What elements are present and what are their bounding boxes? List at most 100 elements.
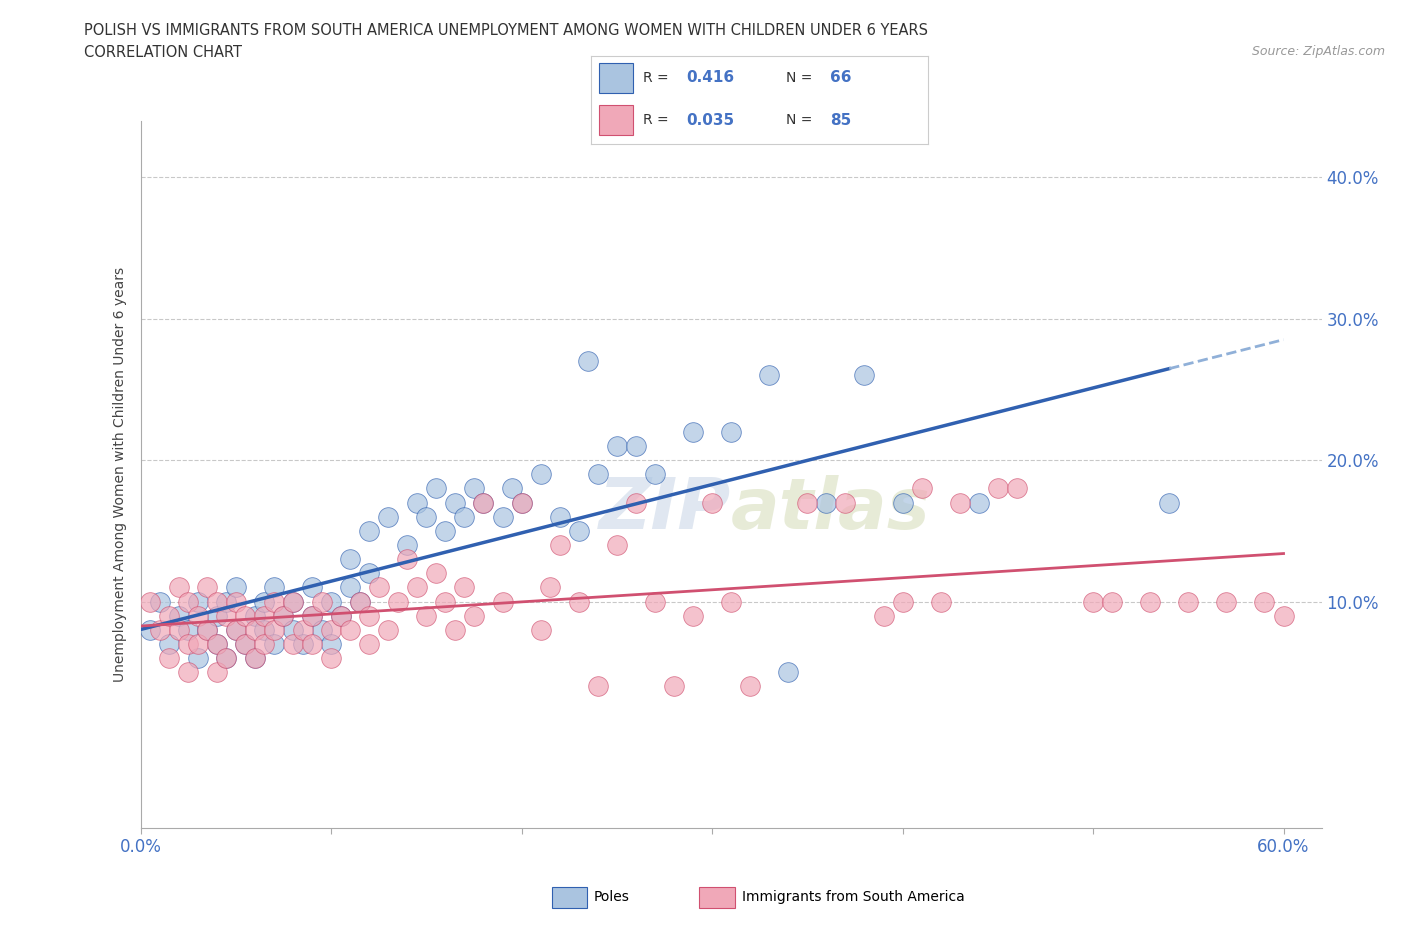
- Point: [662, 679, 685, 694]
- Point: [644, 467, 666, 482]
- Point: [319, 651, 342, 666]
- Point: [281, 594, 304, 609]
- Point: [720, 594, 742, 609]
- Point: [301, 608, 323, 623]
- Point: [205, 594, 228, 609]
- Bar: [551, 887, 588, 909]
- Point: [1215, 594, 1237, 609]
- Text: N =: N =: [786, 71, 813, 85]
- Point: [319, 622, 342, 637]
- Point: [243, 651, 266, 666]
- Point: [263, 594, 285, 609]
- Text: R =: R =: [643, 71, 668, 85]
- Point: [491, 594, 513, 609]
- Point: [339, 551, 361, 566]
- Point: [425, 565, 447, 580]
- Point: [235, 608, 257, 623]
- Point: [187, 608, 209, 623]
- Point: [967, 495, 990, 510]
- Point: [548, 538, 571, 552]
- Y-axis label: Unemployment Among Women with Children Under 6 years: Unemployment Among Women with Children U…: [114, 267, 128, 682]
- Point: [225, 622, 247, 637]
- Point: [157, 608, 180, 623]
- Text: 0.416: 0.416: [686, 71, 735, 86]
- Point: [891, 495, 914, 510]
- Point: [682, 608, 704, 623]
- Point: [319, 636, 342, 651]
- Point: [834, 495, 856, 510]
- Point: [586, 679, 609, 694]
- Point: [149, 622, 172, 637]
- Point: [606, 538, 628, 552]
- Text: POLISH VS IMMIGRANTS FROM SOUTH AMERICA UNEMPLOYMENT AMONG WOMEN WITH CHILDREN U: POLISH VS IMMIGRANTS FROM SOUTH AMERICA …: [84, 23, 928, 38]
- Point: [243, 608, 266, 623]
- Point: [215, 608, 238, 623]
- Point: [1272, 608, 1295, 623]
- Text: Immigrants from South America: Immigrants from South America: [742, 890, 965, 904]
- Point: [167, 622, 190, 637]
- Point: [319, 594, 342, 609]
- Point: [682, 424, 704, 439]
- Point: [891, 594, 914, 609]
- Point: [1139, 594, 1161, 609]
- Point: [291, 622, 314, 637]
- Point: [1177, 594, 1199, 609]
- Point: [311, 594, 333, 609]
- Point: [177, 622, 200, 637]
- Point: [167, 580, 190, 595]
- Point: [281, 622, 304, 637]
- Point: [195, 622, 218, 637]
- Point: [700, 495, 723, 510]
- Point: [235, 636, 257, 651]
- Point: [205, 636, 228, 651]
- Bar: [599, 105, 633, 136]
- Point: [187, 594, 209, 609]
- Point: [205, 608, 228, 623]
- Point: [187, 636, 209, 651]
- Text: CORRELATION CHART: CORRELATION CHART: [84, 45, 242, 60]
- Point: [510, 495, 533, 510]
- Text: 66: 66: [830, 71, 852, 86]
- Point: [167, 608, 190, 623]
- Point: [453, 580, 475, 595]
- Point: [453, 510, 475, 525]
- Point: [339, 622, 361, 637]
- Point: [225, 594, 247, 609]
- Point: [815, 495, 838, 510]
- Point: [949, 495, 972, 510]
- Point: [472, 495, 495, 510]
- Point: [720, 424, 742, 439]
- Point: [263, 636, 285, 651]
- Point: [235, 636, 257, 651]
- Point: [359, 636, 381, 651]
- Point: [225, 622, 247, 637]
- Point: [253, 594, 276, 609]
- Point: [568, 594, 591, 609]
- Point: [415, 510, 437, 525]
- Text: Poles: Poles: [593, 890, 630, 904]
- Point: [405, 580, 427, 595]
- Point: [187, 651, 209, 666]
- Point: [1159, 495, 1181, 510]
- Point: [415, 608, 437, 623]
- Point: [301, 580, 323, 595]
- Point: [644, 594, 666, 609]
- Point: [243, 622, 266, 637]
- Point: [139, 622, 162, 637]
- Point: [263, 622, 285, 637]
- Point: [987, 481, 1010, 496]
- Point: [1081, 594, 1104, 609]
- Point: [273, 608, 295, 623]
- Point: [359, 524, 381, 538]
- Point: [586, 467, 609, 482]
- Point: [281, 636, 304, 651]
- Point: [349, 594, 371, 609]
- Point: [872, 608, 894, 623]
- Bar: [599, 63, 633, 93]
- Point: [301, 636, 323, 651]
- Point: [253, 608, 276, 623]
- Point: [205, 636, 228, 651]
- Point: [253, 636, 276, 651]
- Text: ZIP: ZIP: [599, 475, 731, 544]
- Point: [568, 524, 591, 538]
